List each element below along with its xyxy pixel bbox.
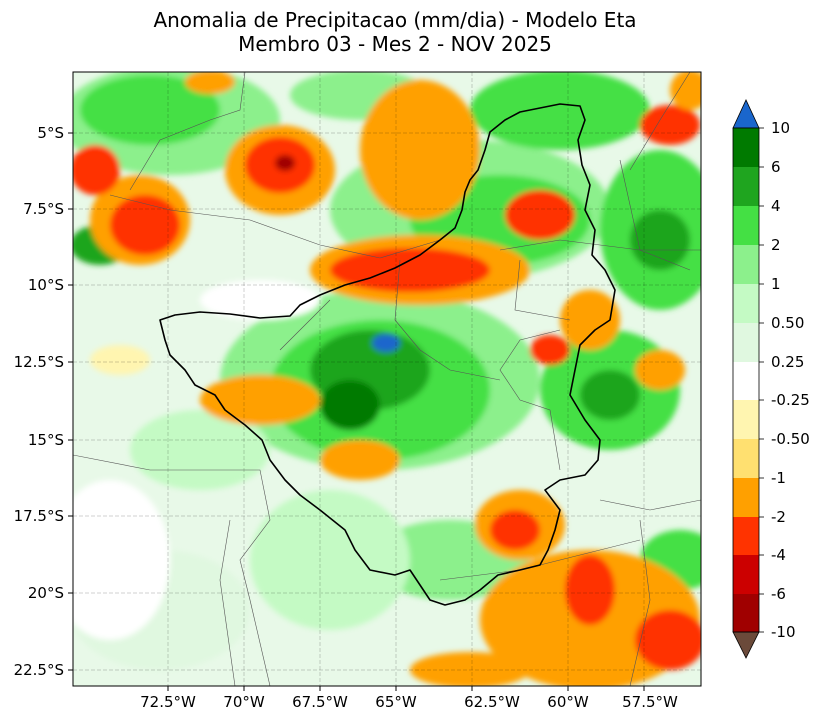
colorbar-label: 1 [771,275,781,293]
colorbar-label: 0.25 [771,353,805,371]
colorbar-label: -0.50 [771,430,810,448]
political-borders [73,72,701,686]
lat-label: 20°S [27,584,64,602]
river-basin-outline [159,103,616,606]
colorbar-segment [733,439,759,478]
colorbar-segment [733,206,759,245]
lon-label: 62.5°W [464,693,520,711]
axis-ticks [68,132,645,691]
lon-label: 70°W [223,693,265,711]
colorbar-label: 2 [771,236,781,254]
plot-frame [72,71,702,687]
colorbar-label: -4 [771,546,786,564]
colorbar-arrow-top [732,99,760,129]
colorbar-segment [733,517,759,555]
colorbar-label: 0.50 [771,314,805,332]
colorbar-label: -10 [771,623,796,641]
colorbar-frame [732,127,760,633]
colorbar-segment [733,362,759,400]
lat-label: 5°S [37,124,64,142]
lat-label: 12.5°S [13,353,64,371]
colorbar-segment [733,167,759,206]
colorbar-segment [733,245,759,284]
colorbar-label: -1 [771,469,786,487]
colorbar-label: 4 [771,197,781,215]
colorbar-arrow-bottom [732,631,760,659]
colorbar-segment [733,323,759,362]
colorbar-segment [733,400,759,439]
lon-label: 60°W [547,693,589,711]
colorbar-label: -2 [771,508,786,526]
lat-label: 10°S [27,276,64,294]
colorbar-segment [733,555,759,594]
lon-label: 57.5°W [622,693,678,711]
colorbar-label: 6 [771,158,781,176]
lat-label: 22.5°S [13,661,64,679]
colorbar-segment [733,128,759,167]
map-title-line-1: Anomalia de Precipitacao (mm/dia) - Mode… [153,8,637,32]
colorbar-segment [733,594,759,632]
lat-label: 17.5°S [13,507,64,525]
colorbar-label: -0.25 [771,391,810,409]
lat-label: 7.5°S [23,200,64,218]
colorbar-label: 10 [771,119,791,137]
colorbar-label: -6 [771,585,786,603]
lat-label: 15°S [27,431,64,449]
map-title-line-2: Membro 03 - Mes 2 - NOV 2025 [238,32,552,56]
anomaly-field [73,72,701,686]
colorbar-segment [733,478,759,517]
lon-label: 65°W [375,693,417,711]
colorbar-segment [733,284,759,323]
colorbar [732,99,764,659]
map-plot-area [73,72,701,686]
graticule [73,72,701,686]
lon-label: 67.5°W [292,693,348,711]
lon-label: 72.5°W [140,693,196,711]
